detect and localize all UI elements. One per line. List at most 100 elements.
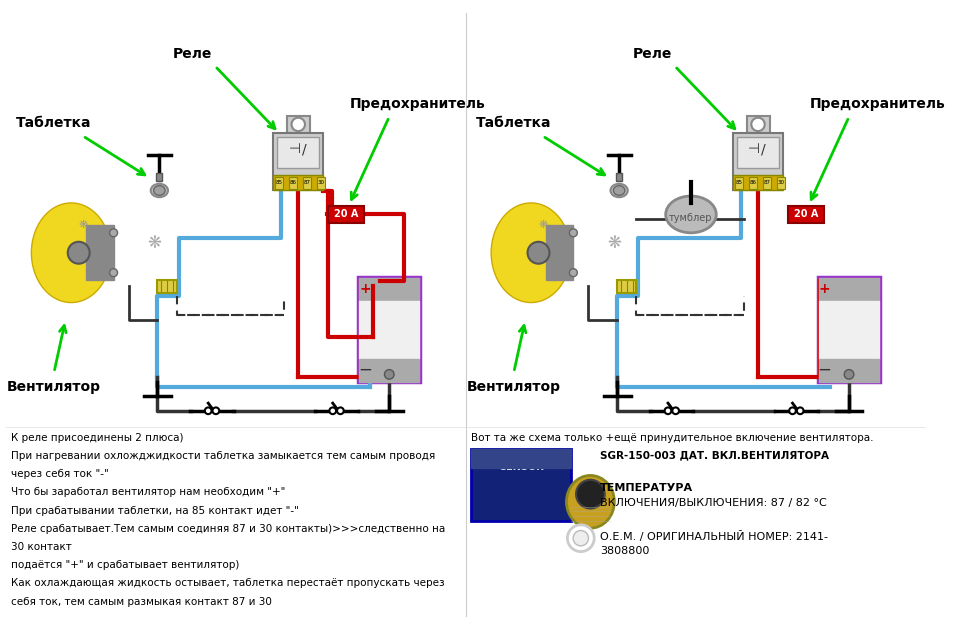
Bar — [359, 301, 420, 358]
Text: /: / — [301, 142, 306, 156]
Bar — [819, 301, 879, 358]
Bar — [86, 226, 113, 280]
Ellipse shape — [151, 184, 168, 197]
Bar — [156, 173, 162, 181]
Bar — [470, 449, 571, 468]
Circle shape — [292, 118, 305, 131]
Ellipse shape — [154, 186, 165, 195]
Text: −: − — [818, 360, 831, 379]
Bar — [289, 177, 297, 188]
Text: +: + — [359, 282, 371, 296]
Text: Как охлаждающая жидкость остывает, таблетка перестаёт пропускать через: Как охлаждающая жидкость остывает, табле… — [11, 578, 444, 588]
Circle shape — [567, 525, 594, 552]
Text: через себя ток "-": через себя ток "-" — [11, 469, 108, 479]
Circle shape — [109, 268, 117, 277]
Text: Вентилятор: Вентилятор — [7, 380, 101, 394]
Text: 85: 85 — [735, 180, 742, 185]
Bar — [819, 278, 879, 301]
Bar — [276, 177, 283, 188]
Text: О.Е.М. / ОРИГИНАЛЬНЫЙ НОМЕР: 2141-: О.Е.М. / ОРИГИНАЛЬНЫЙ НОМЕР: 2141- — [600, 530, 828, 542]
Bar — [749, 177, 756, 188]
Text: Предохранитель: Предохранитель — [350, 97, 486, 112]
Bar — [747, 116, 770, 133]
Circle shape — [329, 408, 336, 414]
Text: Реле: Реле — [633, 47, 672, 60]
Circle shape — [212, 408, 219, 414]
Circle shape — [204, 408, 211, 414]
Bar — [359, 358, 420, 382]
Text: 20 А: 20 А — [334, 209, 358, 219]
Text: ⊣: ⊣ — [288, 142, 300, 156]
FancyBboxPatch shape — [358, 277, 420, 382]
Text: Таблетка: Таблетка — [476, 117, 551, 130]
Text: SENSOR: SENSOR — [499, 462, 543, 471]
Text: 3808800: 3808800 — [600, 546, 649, 556]
Text: 87: 87 — [763, 180, 771, 185]
FancyBboxPatch shape — [733, 133, 783, 190]
Text: Вот та же схема только +ещё принудительное включение вентилятора.: Вот та же схема только +ещё принудительн… — [470, 433, 874, 443]
Bar — [763, 177, 771, 188]
Circle shape — [844, 370, 853, 379]
Circle shape — [569, 268, 577, 277]
Text: ❋: ❋ — [148, 234, 161, 252]
Bar — [617, 280, 636, 293]
Text: Вентилятор: Вентилятор — [467, 380, 561, 394]
FancyBboxPatch shape — [788, 206, 824, 223]
Text: 30 контакт: 30 контакт — [11, 542, 72, 552]
Text: Реле срабатывает.Тем самым соединяя 87 и 30 контакты)>>>следственно на: Реле срабатывает.Тем самым соединяя 87 и… — [11, 524, 445, 534]
Circle shape — [672, 408, 679, 414]
Text: ВКЛЮЧЕНИЯ/ВЫКЛЮЧЕНИЯ: 87 / 82 °C: ВКЛЮЧЕНИЯ/ВЫКЛЮЧЕНИЯ: 87 / 82 °C — [600, 498, 827, 508]
Circle shape — [68, 242, 89, 264]
Text: /: / — [761, 142, 766, 156]
Ellipse shape — [576, 480, 605, 508]
FancyBboxPatch shape — [737, 137, 780, 168]
Bar — [546, 226, 573, 280]
Ellipse shape — [613, 186, 625, 195]
Text: себя ток, тем самым размыкая контакт 87 и 30: себя ток, тем самым размыкая контакт 87 … — [11, 597, 272, 607]
Bar — [287, 116, 310, 133]
Ellipse shape — [32, 203, 111, 302]
Circle shape — [789, 408, 796, 414]
Circle shape — [384, 370, 394, 379]
Bar — [303, 177, 311, 188]
Ellipse shape — [611, 184, 628, 197]
Bar — [616, 173, 622, 181]
Bar — [318, 177, 325, 188]
Bar — [359, 278, 420, 301]
Bar — [274, 175, 324, 190]
Text: 30: 30 — [778, 180, 784, 185]
FancyBboxPatch shape — [470, 449, 571, 521]
Text: ❋: ❋ — [539, 220, 548, 231]
Text: 86: 86 — [290, 180, 297, 185]
Text: −: − — [358, 360, 372, 379]
Circle shape — [569, 229, 577, 237]
Text: Что бы заработал вентилятор нам необходим "+": Что бы заработал вентилятор нам необходи… — [11, 488, 285, 498]
Text: 86: 86 — [750, 180, 756, 185]
Bar — [157, 280, 177, 293]
FancyBboxPatch shape — [818, 277, 880, 382]
Ellipse shape — [566, 476, 614, 528]
Text: ❋: ❋ — [608, 234, 621, 252]
Circle shape — [797, 408, 804, 414]
Text: ⊣: ⊣ — [748, 142, 760, 156]
Circle shape — [573, 530, 588, 546]
Circle shape — [752, 118, 765, 131]
Text: 85: 85 — [276, 180, 282, 185]
Circle shape — [109, 229, 117, 237]
Text: При нагревании охложджидкости таблетка замыкается тем самым проводя: При нагревании охложджидкости таблетка з… — [11, 451, 435, 461]
FancyBboxPatch shape — [274, 133, 324, 190]
Text: подаётся "+" и срабатывает вентилятор): подаётся "+" и срабатывает вентилятор) — [11, 560, 239, 570]
Circle shape — [664, 408, 671, 414]
Bar — [733, 175, 783, 190]
Text: Реле: Реле — [173, 47, 212, 60]
Ellipse shape — [665, 196, 716, 233]
Text: тумблер: тумблер — [669, 214, 712, 223]
Text: При срабатывании таблетки, на 85 контакт идет "-": При срабатывании таблетки, на 85 контакт… — [11, 506, 299, 515]
Text: Предохранитель: Предохранитель — [810, 97, 946, 112]
Circle shape — [337, 408, 344, 414]
Text: +: + — [819, 282, 830, 296]
Text: ❋: ❋ — [79, 220, 88, 231]
Text: 87: 87 — [303, 180, 311, 185]
Text: 30: 30 — [318, 180, 324, 185]
Text: Таблетка: Таблетка — [16, 117, 92, 130]
